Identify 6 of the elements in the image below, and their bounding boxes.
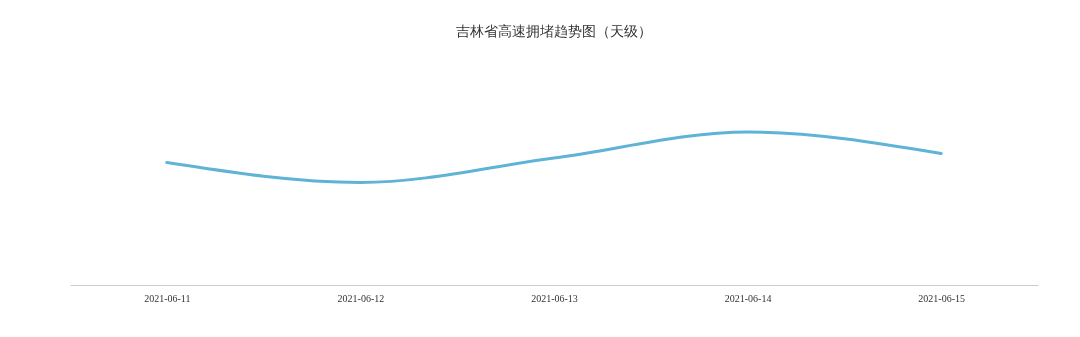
x-tick-label: 2021-06-14 bbox=[724, 292, 772, 304]
chart-title: 吉林省高速拥堵趋势图（天级） bbox=[456, 23, 652, 39]
x-tick-label: 2021-06-11 bbox=[144, 292, 191, 304]
x-tick-label: 2021-06-15 bbox=[918, 292, 966, 304]
x-tick-label: 2021-06-13 bbox=[531, 292, 578, 304]
x-tick-label: 2021-06-12 bbox=[337, 292, 385, 304]
